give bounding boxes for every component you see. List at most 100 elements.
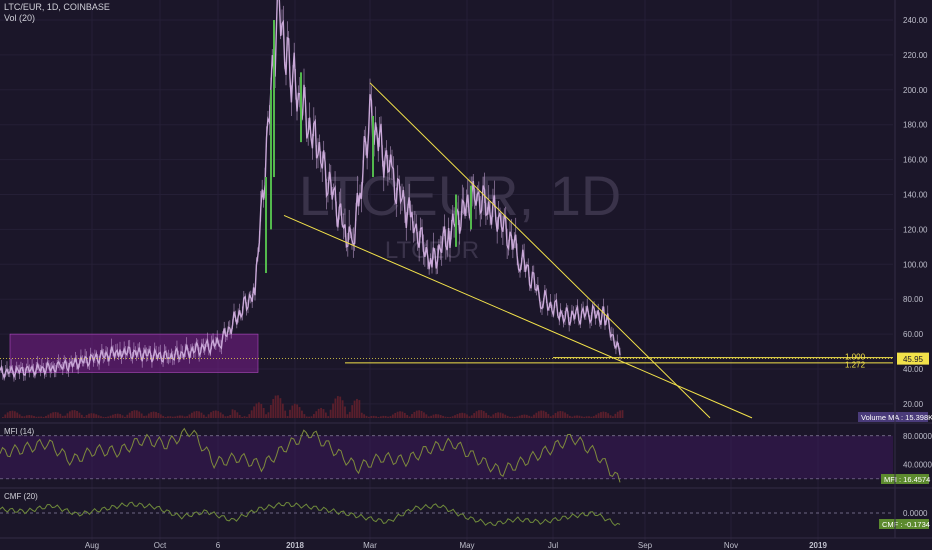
volume-bar [616,411,619,418]
volume-bar [415,410,418,418]
volume-bar [243,416,246,418]
volume-bar [116,413,119,418]
volume-bar [234,410,236,418]
volume-bar [112,414,114,418]
x-tick-label: Nov [724,541,738,550]
volume-bar [612,416,614,418]
volume-bar [458,413,461,418]
up-candle [270,89,272,230]
volume-bar [279,398,282,418]
volume-bar [150,412,153,418]
volume-bar [368,416,370,418]
cmf-value-tag [879,519,929,529]
volume-bar [313,414,315,418]
volume-bar [370,416,373,418]
volume-bar [171,416,174,418]
volume-bar [411,414,413,418]
y-tick-label: 20.00 [903,400,924,409]
volume-bar [511,416,514,418]
volume-bar [272,399,275,418]
volume-bar [174,416,177,418]
volume-bar [533,414,535,418]
volume-bar [334,398,337,418]
volume-bar [135,410,138,418]
volume-bar [124,416,126,418]
volume-bar [37,416,40,418]
volume-bar [446,416,449,418]
volume-bar [439,415,442,418]
volume-bar [274,395,277,418]
volume-bar [104,416,107,418]
cmf-pane: CMF (20) 0.0000 CMF : -0.1734 [0,492,930,529]
mfi-value-label: MFI : 16.4574 [884,475,930,484]
price-series [0,0,621,382]
up-candle [455,194,457,247]
volume-bar [59,413,62,418]
up-candle [265,177,267,274]
volume-bar [162,415,165,418]
volume-bar [351,405,354,418]
x-tick-label: 2019 [809,541,827,550]
volume-bar [348,411,351,418]
volume-bar [499,412,502,418]
mfi-tick-label: 40.0000 [903,460,932,469]
volume-bar [224,416,227,418]
volume-bar [327,416,330,418]
x-tick-label: May [459,541,474,550]
volume-bar [298,407,301,418]
volume-bar [420,410,423,418]
volume-bar [301,410,303,418]
mfi-title: MFI (14) [4,427,35,436]
volume-bar [506,415,509,418]
volume-bar [549,416,552,418]
volume-bar [403,412,406,418]
volume-bar [164,416,167,418]
volume-bar [229,414,232,418]
volume-bar [198,411,200,418]
volume-bar [356,398,358,418]
volume-bar [339,396,342,418]
volume-bar [592,416,595,418]
x-tick-label: 6 [216,541,221,550]
volume-bar [509,416,511,418]
volume-ma-label: Volume MA : 15.398K [861,413,932,422]
price-tag [897,352,929,365]
volume-bar [427,416,430,418]
volume-bar [604,411,607,418]
volume-bar [257,402,260,418]
volume-bar [571,416,574,418]
volume-bar [324,412,327,418]
descending-support-line [283,214,753,419]
volume-bar [576,415,578,418]
volume-bar [253,406,255,418]
volume-bar [40,416,43,418]
volume-bar [358,400,361,418]
volume-bar [95,414,98,418]
cmf-title: CMF (20) [4,492,38,501]
volume-bar [559,410,562,418]
volume-bar [176,415,179,418]
volume-bar [214,410,217,418]
volume-bar [437,414,440,418]
volume-bar [21,416,23,418]
y-tick-label: 160.00 [903,156,928,165]
volume-bar [200,412,203,418]
volume-bar [468,416,471,418]
volume-bar [492,414,495,418]
volume-bar [528,415,531,418]
volume-bar [80,414,83,418]
volume-bar [607,413,610,418]
volume-bar [535,412,538,418]
volume-bar [518,415,521,418]
volume-bar [138,411,141,418]
volume-bar [73,410,76,418]
volume-bar [33,416,35,418]
volume-bar [250,410,253,418]
volume-bar [435,414,437,418]
y-tick-label: 60.00 [903,330,924,339]
volume-bar [68,411,71,418]
volume-bar [212,410,215,418]
volume-bar [219,412,222,418]
